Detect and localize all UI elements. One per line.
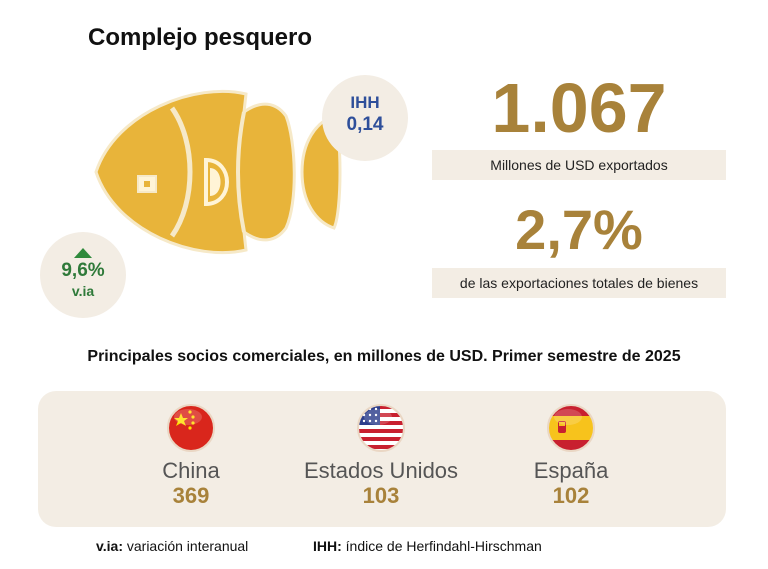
legend-ihh: IHH: índice de Herfindahl-Hirschman — [313, 538, 542, 554]
usa-flag-icon — [357, 404, 405, 452]
legend-definition: índice de Herfindahl-Hirschman — [345, 538, 542, 554]
partner-country: China — [162, 458, 220, 483]
ihh-badge: IHH 0,14 — [322, 75, 408, 161]
partner-value: 102 — [552, 483, 590, 508]
page-title: Complejo pesquero — [88, 24, 313, 51]
partners-panel: China 369 Estados Unidos 103 — [38, 391, 726, 527]
ihh-label: IHH — [350, 93, 380, 112]
via-badge: 9,6% v.ia — [40, 232, 126, 318]
export-share-caption: de las exportaciones totales de bienes — [432, 268, 726, 298]
export-share: 2,7% — [515, 198, 643, 261]
legend-via: v.ia: variación interanual — [96, 538, 248, 554]
china-flag-icon — [167, 404, 215, 452]
legend-term: IHH: — [313, 538, 342, 554]
fish-icon — [94, 89, 342, 255]
partner-value: 369 — [172, 483, 210, 508]
partner-country: España — [533, 458, 609, 483]
partners-title: Principales socios comerciales, en millo… — [87, 348, 681, 365]
partner-china: China 369 — [91, 403, 291, 509]
partner-usa: Estados Unidos 103 — [281, 403, 481, 509]
partner-spain: España 102 — [471, 403, 671, 509]
export-amount-caption: Millones de USD exportados — [432, 150, 726, 180]
partner-value: 103 — [362, 483, 400, 508]
legend-term: v.ia: — [96, 538, 123, 554]
up-arrow-icon — [74, 248, 92, 258]
partner-country: Estados Unidos — [303, 458, 459, 483]
via-value: 9,6% — [61, 260, 105, 281]
via-unit: v.ia — [71, 283, 95, 299]
export-amount: 1.067 — [491, 69, 667, 147]
ihh-value: 0,14 — [346, 114, 384, 135]
spain-flag-icon — [547, 404, 595, 452]
legend-definition: variación interanual — [126, 538, 249, 554]
